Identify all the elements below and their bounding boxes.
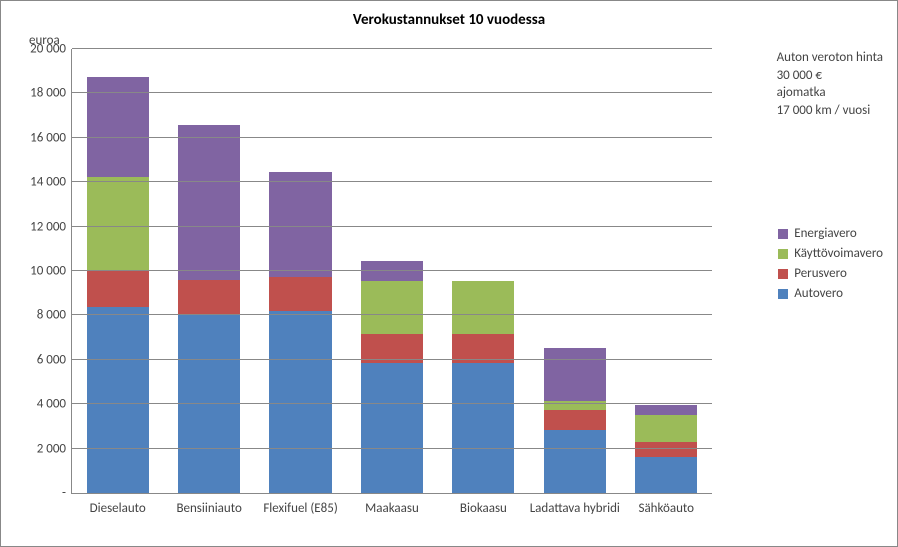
bar bbox=[269, 172, 331, 493]
bar bbox=[452, 281, 514, 493]
bar-segment-käyttövoimavero bbox=[87, 177, 149, 270]
grid-line bbox=[72, 314, 712, 315]
x-tick-label: Ladattava hybridi bbox=[530, 501, 620, 516]
bar-slot: Flexifuel (E85) bbox=[255, 49, 346, 493]
bar-segment-energiavero bbox=[361, 261, 423, 281]
grid-line bbox=[72, 181, 712, 182]
legend-swatch bbox=[778, 229, 788, 239]
y-tick-label: 8 000 bbox=[37, 308, 66, 323]
legend-item: Autovero bbox=[778, 286, 883, 301]
x-tick-label: Dieselauto bbox=[90, 501, 146, 516]
legend-label: Käyttövoimavero bbox=[794, 246, 883, 261]
bar bbox=[635, 405, 697, 493]
bar-segment-energiavero bbox=[269, 172, 331, 276]
annotation-line: 17 000 km / vuosi bbox=[777, 102, 883, 120]
annotation-line: ajomatka bbox=[777, 84, 883, 102]
y-tick-label: 2 000 bbox=[37, 441, 66, 456]
legend-label: Energiavero bbox=[794, 226, 857, 241]
grid-line bbox=[72, 448, 712, 449]
bar-segment-autovero bbox=[452, 363, 514, 493]
bar-segment-energiavero bbox=[178, 125, 240, 280]
grid-line bbox=[72, 359, 712, 360]
legend-swatch bbox=[778, 249, 788, 259]
plot-area: DieselautoBensiiniautoFlexifuel (E85)Maa… bbox=[71, 49, 712, 494]
legend-label: Autovero bbox=[794, 286, 843, 301]
y-tick-label: 10 000 bbox=[30, 264, 66, 279]
grid-line bbox=[72, 92, 712, 93]
grid-line bbox=[72, 137, 712, 138]
y-tick-label: 12 000 bbox=[30, 219, 66, 234]
y-tick-label: 20 000 bbox=[30, 42, 66, 57]
x-tick-label: Bensiiniauto bbox=[176, 501, 241, 516]
bar-slot: Dieselauto bbox=[72, 49, 163, 493]
legend-swatch bbox=[778, 269, 788, 279]
grid-line bbox=[72, 226, 712, 227]
legend: Energiavero Käyttövoimavero Perusvero Autov… bbox=[778, 226, 883, 306]
bar-segment-autovero bbox=[361, 363, 423, 493]
legend-item: Energiavero bbox=[778, 226, 883, 241]
y-tick-label: 18 000 bbox=[30, 86, 66, 101]
x-tick-label: Biokaasu bbox=[460, 501, 507, 516]
y-tick-label: 14 000 bbox=[30, 175, 66, 190]
bar bbox=[87, 77, 149, 493]
y-tick-label: 4 000 bbox=[37, 397, 66, 412]
grid-line bbox=[72, 48, 712, 49]
bar-slot: Sähköauto bbox=[621, 49, 712, 493]
bar-segment-perusvero bbox=[269, 277, 331, 311]
legend-item: Käyttövoimavero bbox=[778, 246, 883, 261]
y-tick-label: - bbox=[62, 486, 66, 501]
bars-container: DieselautoBensiiniautoFlexifuel (E85)Maa… bbox=[72, 49, 712, 493]
bar bbox=[361, 261, 423, 493]
chart-title: Verokustannukset 10 vuodessa bbox=[1, 11, 897, 29]
bar-segment-energiavero bbox=[635, 405, 697, 415]
bar-segment-käyttövoimavero bbox=[452, 281, 514, 334]
bar-segment-autovero bbox=[87, 307, 149, 493]
legend-item: Perusvero bbox=[778, 266, 883, 281]
grid-line bbox=[72, 403, 712, 404]
legend-swatch bbox=[778, 289, 788, 299]
chart-container: Verokustannukset 10 vuodessa euroa Diese… bbox=[0, 0, 898, 547]
bar-segment-perusvero bbox=[87, 270, 149, 307]
bar bbox=[178, 125, 240, 494]
bar-segment-perusvero bbox=[178, 280, 240, 314]
bar-segment-käyttövoimavero bbox=[635, 415, 697, 442]
bar-segment-autovero bbox=[635, 457, 697, 493]
grid-line bbox=[72, 270, 712, 271]
bar-segment-perusvero bbox=[635, 442, 697, 458]
bar-segment-autovero bbox=[269, 311, 331, 493]
y-tick-label: 6 000 bbox=[37, 352, 66, 367]
y-tick-label: 16 000 bbox=[30, 130, 66, 145]
annotation-box: Auton veroton hinta 30 000 € ajomatka 17… bbox=[777, 49, 883, 119]
bar-slot: Ladattava hybridi bbox=[529, 49, 620, 493]
bar-slot: Maakaasu bbox=[346, 49, 437, 493]
bar bbox=[544, 348, 606, 493]
bar-slot: Biokaasu bbox=[438, 49, 529, 493]
legend-label: Perusvero bbox=[794, 266, 847, 281]
bar-segment-käyttövoimavero bbox=[361, 281, 423, 334]
annotation-line: 30 000 € bbox=[777, 67, 883, 85]
x-tick-label: Maakaasu bbox=[365, 501, 419, 516]
x-tick-label: Flexifuel (E85) bbox=[263, 501, 337, 516]
x-tick-label: Sähköauto bbox=[638, 501, 694, 516]
bar-segment-perusvero bbox=[544, 410, 606, 430]
annotation-line: Auton veroton hinta bbox=[777, 49, 883, 67]
bar-slot: Bensiiniauto bbox=[163, 49, 254, 493]
bar-segment-energiavero bbox=[544, 348, 606, 401]
bar-segment-autovero bbox=[544, 430, 606, 493]
